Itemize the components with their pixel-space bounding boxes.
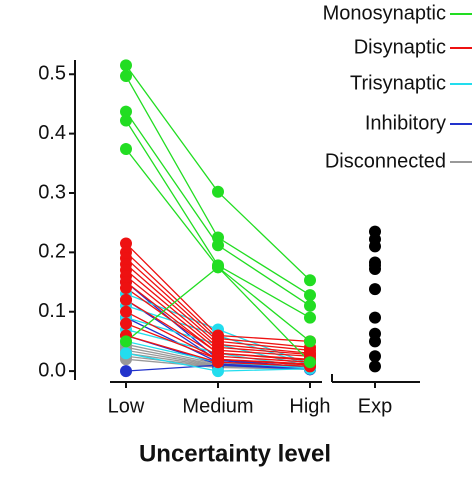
data-point bbox=[304, 335, 316, 348]
exp-point bbox=[369, 350, 381, 363]
x-axis-title: Uncertainty level bbox=[139, 440, 331, 467]
legend-label: Disynaptic bbox=[354, 36, 446, 58]
data-point bbox=[304, 356, 316, 369]
y-tick-label: 0.3 bbox=[38, 181, 66, 203]
data-point bbox=[304, 274, 316, 287]
data-point bbox=[120, 293, 132, 306]
data-point bbox=[120, 281, 132, 294]
y-tick-label: 0.0 bbox=[38, 359, 66, 381]
exp-point bbox=[369, 262, 381, 275]
data-point bbox=[304, 289, 316, 302]
data-point bbox=[120, 317, 132, 330]
exp-point bbox=[369, 360, 381, 373]
y-tick-label: 0.5 bbox=[38, 63, 66, 85]
data-point bbox=[120, 59, 132, 72]
data-point bbox=[304, 299, 316, 312]
x-tick-label: High bbox=[289, 395, 330, 417]
data-point bbox=[120, 305, 132, 318]
y-tick-label: 0.1 bbox=[38, 300, 66, 322]
data-point bbox=[212, 261, 224, 274]
legend-label: Disconnected bbox=[325, 150, 446, 172]
legend-label: Inhibitory bbox=[365, 112, 446, 134]
exp-point bbox=[369, 335, 381, 348]
data-line bbox=[125, 111, 311, 307]
data-point bbox=[120, 365, 132, 378]
data-point bbox=[120, 237, 132, 250]
data-point bbox=[120, 347, 132, 360]
data-point bbox=[212, 365, 224, 378]
y-tick-label: 0.2 bbox=[38, 241, 66, 263]
data-point bbox=[120, 105, 132, 118]
data-point bbox=[120, 70, 132, 83]
data-point bbox=[212, 239, 224, 252]
data-point bbox=[120, 335, 132, 348]
exp-point bbox=[369, 311, 381, 324]
legend-label: Monosynaptic bbox=[323, 2, 446, 24]
exp-point bbox=[369, 283, 381, 296]
x-tick-label: Exp bbox=[358, 395, 392, 417]
exp-point bbox=[369, 240, 381, 253]
data-point bbox=[120, 143, 132, 156]
x-tick-label: Medium bbox=[182, 395, 253, 417]
legend-label: Trisynaptic bbox=[350, 72, 446, 94]
data-point bbox=[212, 356, 224, 369]
data-point bbox=[304, 311, 316, 324]
y-tick-label: 0.4 bbox=[38, 122, 66, 144]
data-point bbox=[120, 114, 132, 127]
data-point bbox=[212, 185, 224, 198]
x-tick-label: Low bbox=[108, 395, 145, 417]
